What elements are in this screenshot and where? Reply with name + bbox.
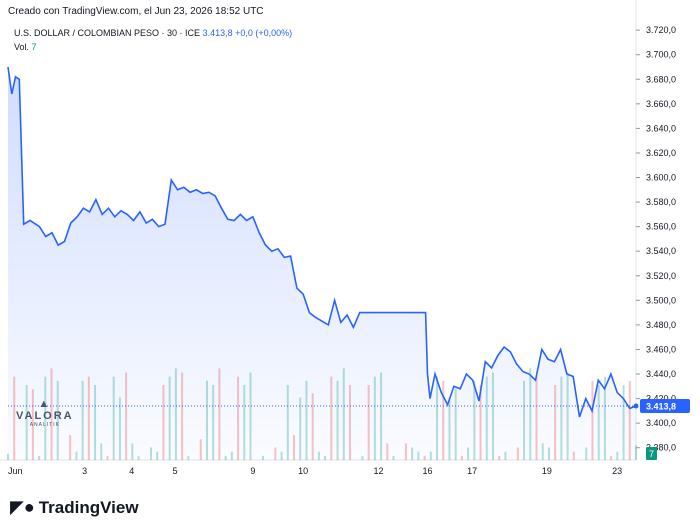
price-line (7, 66, 637, 418)
y-tick-label: 3.660,0 (646, 99, 676, 109)
symbol-name: U.S. DOLLAR / COLOMBIAN PESO · 30 · ICE (14, 28, 201, 38)
y-tick-label: 3.480,0 (646, 320, 676, 330)
x-tick-label: 5 (173, 466, 178, 476)
volume-tag (646, 447, 657, 460)
x-tick-label: 16 (422, 466, 432, 476)
price-chart[interactable]: 3.720,0 3.700,0 3.680,0 3.660,0 3.640,0 3.620… (0, 0, 700, 490)
y-tick-label: 3.400,0 (646, 418, 676, 428)
tradingview-footer: ◤● TradingView (10, 497, 139, 518)
price-change: +0,0 (+0,00%) (235, 28, 293, 38)
volume-tag-label: 7 (649, 449, 654, 459)
y-tick-label: 3.700,0 (646, 50, 676, 60)
price-area (8, 67, 636, 460)
volume-label: Vol. (14, 42, 30, 52)
y-tick-label: 3.640,0 (646, 123, 676, 133)
y-tick-label: 3.580,0 (646, 197, 676, 207)
valora-logo-icon: ▲ (38, 398, 52, 410)
volume-legend: Vol. 7 (14, 42, 37, 52)
x-tick-label: 4 (129, 466, 134, 476)
y-tick-label: 3.500,0 (646, 295, 676, 305)
watermark-name: VALORA (16, 410, 74, 422)
y-tick-label: 3.460,0 (646, 344, 676, 354)
x-tick-label: 12 (374, 466, 384, 476)
last-price-tag-label: 3.413,8 (646, 401, 676, 411)
y-tick-label: 3.440,0 (646, 369, 676, 379)
symbol-legend: U.S. DOLLAR / COLOMBIAN PESO · 30 · ICE … (14, 28, 292, 38)
x-tick-label: 10 (298, 466, 308, 476)
last-price: 3.413,8 (202, 28, 233, 38)
y-tick-label: 3.720,0 (646, 25, 676, 35)
watermark-sub: ANALITIK (29, 422, 60, 428)
valora-watermark: ▲ VALORA ANALITIK (16, 398, 74, 428)
created-note: Creado con TradingView.com, el Jun 23, 2… (8, 6, 264, 17)
y-tick-label: 3.380,0 (646, 443, 676, 453)
x-tick-label: 19 (542, 466, 552, 476)
x-tick-label: 3 (82, 466, 87, 476)
x-tick-label: 9 (250, 466, 255, 476)
tradingview-brand: TradingView (38, 497, 139, 517)
y-tick-label: 3.420,0 (646, 394, 676, 404)
last-price-tag (640, 398, 690, 413)
last-price-dot (633, 403, 639, 409)
y-tick-label: 3.560,0 (646, 222, 676, 232)
tradingview-logo-icon: ◤● (10, 497, 35, 517)
y-tick-label: 3.520,0 (646, 271, 676, 281)
y-tick-label: 3.680,0 (646, 74, 676, 84)
volume-value: 7 (31, 42, 37, 52)
x-tick-label: 17 (467, 466, 477, 476)
x-tick-label: Jun (8, 466, 23, 476)
y-tick-label: 3.600,0 (646, 173, 676, 183)
y-tick-label: 3.620,0 (646, 148, 676, 158)
y-tick-label: 3.540,0 (646, 246, 676, 256)
x-tick-label: 23 (612, 466, 622, 476)
